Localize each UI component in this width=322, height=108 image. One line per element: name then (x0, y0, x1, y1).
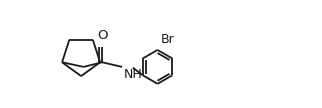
Text: NH: NH (124, 68, 142, 81)
Text: Br: Br (161, 33, 175, 46)
Text: O: O (98, 29, 108, 42)
